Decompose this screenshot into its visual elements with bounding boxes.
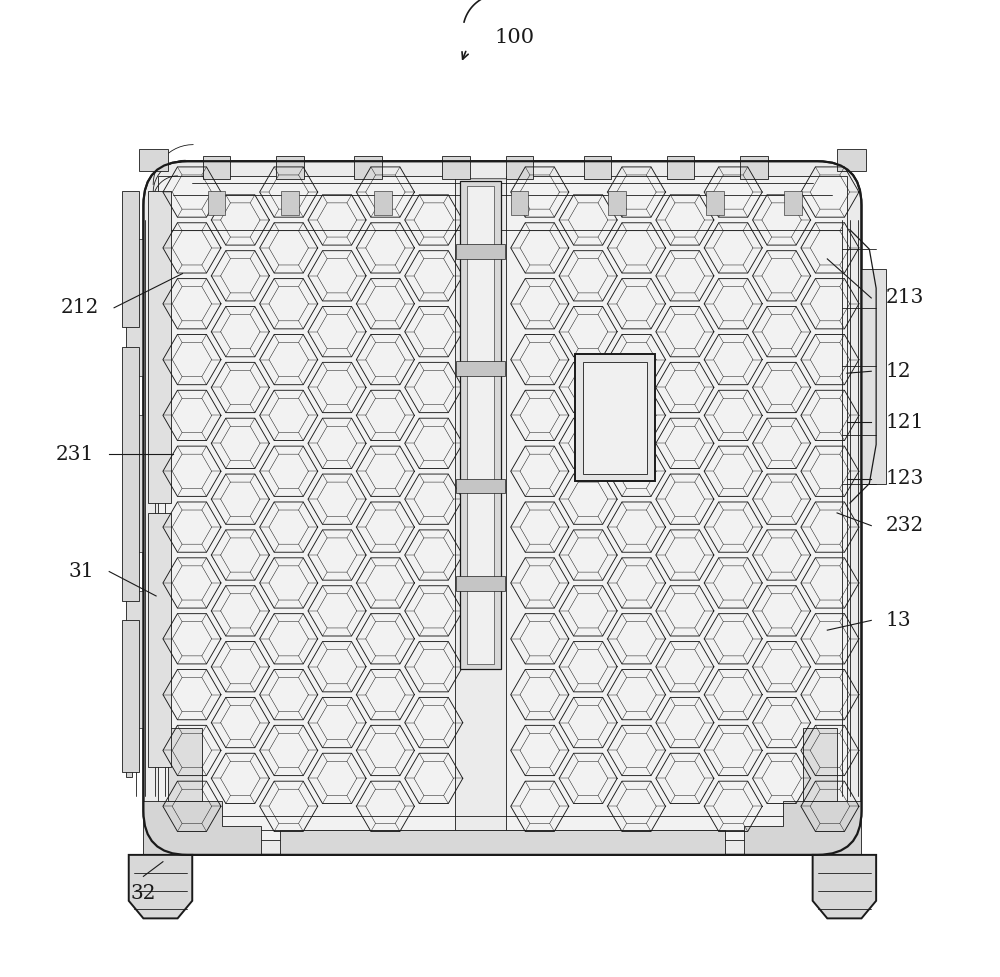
Bar (740, 156, 768, 179)
Polygon shape (861, 269, 886, 484)
Polygon shape (126, 239, 143, 376)
Polygon shape (126, 239, 132, 777)
Text: 232: 232 (886, 516, 924, 535)
Bar (583, 362, 647, 474)
Polygon shape (803, 728, 837, 801)
Polygon shape (456, 244, 505, 259)
Polygon shape (460, 181, 501, 669)
Polygon shape (122, 620, 139, 772)
Polygon shape (813, 855, 876, 918)
Text: 231: 231 (56, 445, 95, 464)
Polygon shape (139, 149, 168, 171)
Text: 123: 123 (886, 469, 924, 488)
Polygon shape (467, 186, 494, 664)
Bar (667, 156, 694, 179)
Text: 212: 212 (61, 298, 99, 318)
Bar (784, 191, 802, 215)
Text: 13: 13 (886, 611, 912, 630)
Text: 31: 31 (69, 562, 95, 581)
Bar (575, 355, 655, 482)
Bar (608, 191, 626, 215)
Text: 12: 12 (886, 361, 912, 381)
Polygon shape (126, 415, 143, 552)
Bar (442, 156, 470, 179)
Text: 32: 32 (131, 884, 156, 904)
Polygon shape (129, 855, 192, 918)
Polygon shape (837, 149, 866, 171)
Polygon shape (168, 728, 202, 801)
Bar (511, 191, 528, 215)
Bar (208, 191, 225, 215)
Polygon shape (506, 176, 847, 840)
Bar (276, 156, 304, 179)
Bar (374, 191, 392, 215)
Bar (281, 191, 299, 215)
Polygon shape (456, 576, 505, 591)
Polygon shape (158, 176, 455, 840)
Bar (706, 191, 724, 215)
Bar (354, 156, 382, 179)
Polygon shape (126, 591, 143, 728)
Polygon shape (148, 513, 171, 767)
FancyBboxPatch shape (143, 161, 861, 855)
Polygon shape (148, 191, 171, 503)
Polygon shape (122, 191, 139, 327)
Polygon shape (143, 801, 261, 855)
Text: 121: 121 (886, 412, 924, 432)
Bar (203, 156, 230, 179)
Text: 100: 100 (495, 27, 535, 47)
Text: 213: 213 (886, 288, 924, 308)
Bar (584, 156, 611, 179)
Polygon shape (456, 479, 505, 493)
Polygon shape (122, 347, 139, 601)
Polygon shape (280, 830, 725, 855)
Bar (506, 156, 533, 179)
Polygon shape (456, 361, 505, 376)
Polygon shape (744, 801, 861, 855)
